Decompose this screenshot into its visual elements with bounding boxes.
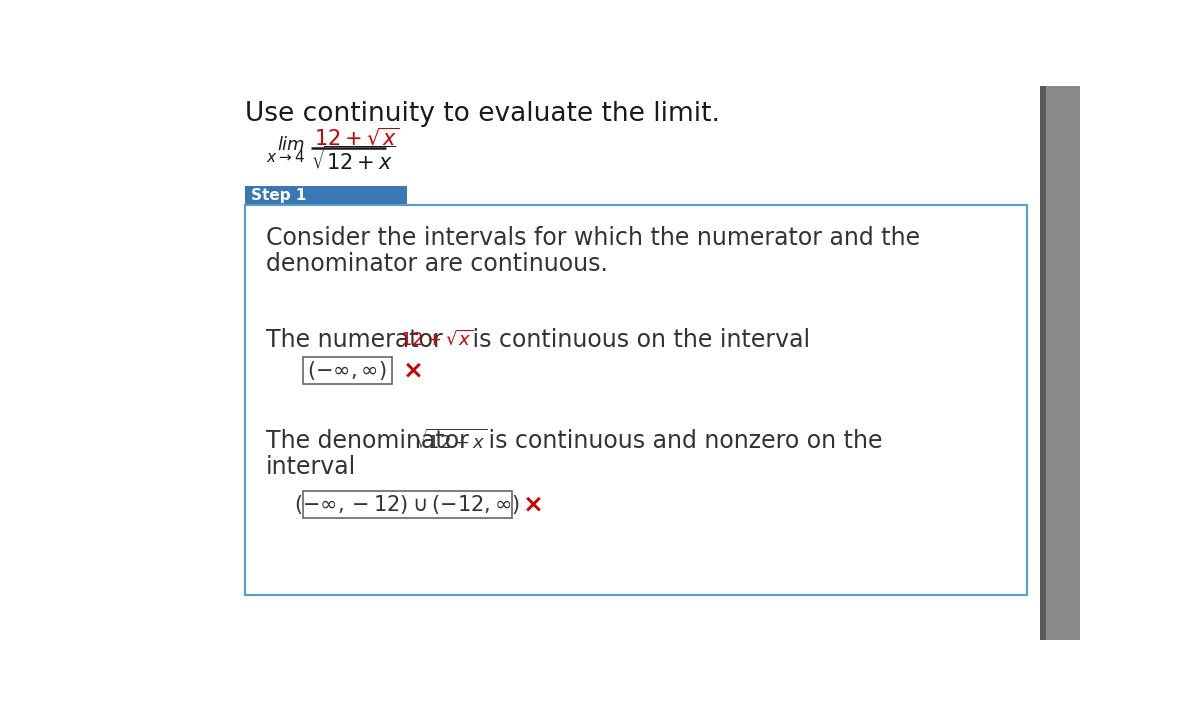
Text: The numerator: The numerator xyxy=(266,328,443,352)
Text: is continuous on the interval: is continuous on the interval xyxy=(466,328,810,352)
Text: $(-\infty, -12) \cup (-12,\infty)$: $(-\infty, -12) \cup (-12,\infty)$ xyxy=(294,493,521,516)
FancyBboxPatch shape xyxy=(302,357,391,384)
Text: lim: lim xyxy=(277,136,305,154)
Text: $\sqrt{12 + x}$: $\sqrt{12 + x}$ xyxy=(415,429,487,452)
Text: interval: interval xyxy=(266,455,356,480)
Text: $12 + \sqrt{x}$: $12 + \sqrt{x}$ xyxy=(314,127,400,150)
FancyBboxPatch shape xyxy=(1039,86,1080,640)
Text: ×: × xyxy=(523,493,544,516)
Text: denominator are continuous.: denominator are continuous. xyxy=(266,252,608,276)
Text: is continuous and nonzero on the: is continuous and nonzero on the xyxy=(481,429,882,453)
Text: $12 + \sqrt{x}$: $12 + \sqrt{x}$ xyxy=(400,329,473,349)
Text: ×: × xyxy=(403,358,424,383)
Text: $(-\infty,\infty)$: $(-\infty,\infty)$ xyxy=(307,359,386,382)
FancyBboxPatch shape xyxy=(245,186,407,205)
FancyBboxPatch shape xyxy=(245,205,1027,595)
Text: $\sqrt{12 + x}$: $\sqrt{12 + x}$ xyxy=(311,146,395,175)
FancyBboxPatch shape xyxy=(1039,86,1046,640)
Text: Step 1: Step 1 xyxy=(251,188,306,203)
FancyBboxPatch shape xyxy=(302,490,512,518)
Text: Consider the intervals for which the numerator and the: Consider the intervals for which the num… xyxy=(266,226,920,250)
Text: Use continuity to evaluate the limit.: Use continuity to evaluate the limit. xyxy=(245,101,720,127)
Text: The denominator: The denominator xyxy=(266,429,469,453)
Text: $x{\to}4$: $x{\to}4$ xyxy=(266,149,305,165)
